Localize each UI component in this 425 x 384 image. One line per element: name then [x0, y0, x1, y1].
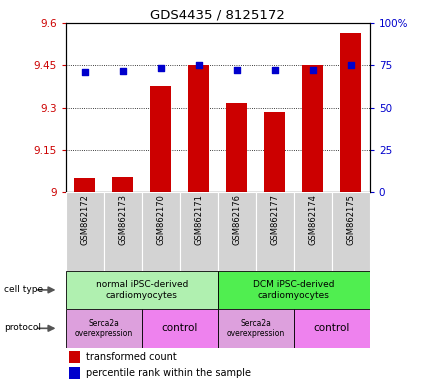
Bar — [69, 367, 80, 379]
Text: GSM862170: GSM862170 — [156, 194, 165, 245]
Bar — [180, 192, 218, 271]
Point — [196, 62, 202, 68]
Point — [82, 69, 88, 75]
Text: Serca2a
overexpression: Serca2a overexpression — [227, 319, 285, 338]
Text: GSM862173: GSM862173 — [118, 194, 127, 245]
Text: protocol: protocol — [4, 323, 41, 333]
Bar — [227, 103, 247, 192]
Bar — [218, 271, 370, 309]
Text: cell type: cell type — [4, 285, 43, 294]
Bar — [340, 33, 361, 192]
Text: transformed count: transformed count — [85, 352, 176, 362]
Text: normal iPSC-derived
cardiomyocytes: normal iPSC-derived cardiomyocytes — [96, 280, 188, 300]
Bar — [150, 86, 171, 192]
Point — [119, 68, 126, 74]
Bar — [218, 192, 256, 271]
Text: percentile rank within the sample: percentile rank within the sample — [85, 368, 251, 378]
Bar — [104, 192, 142, 271]
Bar — [332, 192, 370, 271]
Bar — [264, 112, 285, 192]
Text: GSM862177: GSM862177 — [270, 194, 279, 245]
Bar — [66, 309, 142, 348]
Text: GSM862176: GSM862176 — [232, 194, 241, 245]
Bar — [69, 351, 80, 363]
Bar — [112, 177, 133, 192]
Point — [309, 66, 316, 73]
Bar — [188, 65, 209, 192]
Point — [347, 62, 354, 68]
Title: GDS4435 / 8125172: GDS4435 / 8125172 — [150, 9, 285, 22]
Bar — [302, 65, 323, 192]
Text: GSM862171: GSM862171 — [194, 194, 203, 245]
Text: Serca2a
overexpression: Serca2a overexpression — [75, 319, 133, 338]
Text: DCM iPSC-derived
cardiomyocytes: DCM iPSC-derived cardiomyocytes — [253, 280, 334, 300]
Text: GSM862175: GSM862175 — [346, 194, 355, 245]
Bar — [142, 192, 180, 271]
Bar — [294, 192, 332, 271]
Bar — [218, 309, 294, 348]
Bar — [66, 192, 104, 271]
Text: control: control — [162, 323, 198, 333]
Text: control: control — [314, 323, 350, 333]
Text: GSM862172: GSM862172 — [80, 194, 89, 245]
Bar — [256, 192, 294, 271]
Bar — [74, 178, 95, 192]
Bar — [294, 309, 370, 348]
Text: GSM862174: GSM862174 — [308, 194, 317, 245]
Bar — [66, 271, 218, 309]
Point — [157, 65, 164, 71]
Point — [272, 67, 278, 73]
Point — [233, 67, 240, 73]
Bar — [142, 309, 218, 348]
